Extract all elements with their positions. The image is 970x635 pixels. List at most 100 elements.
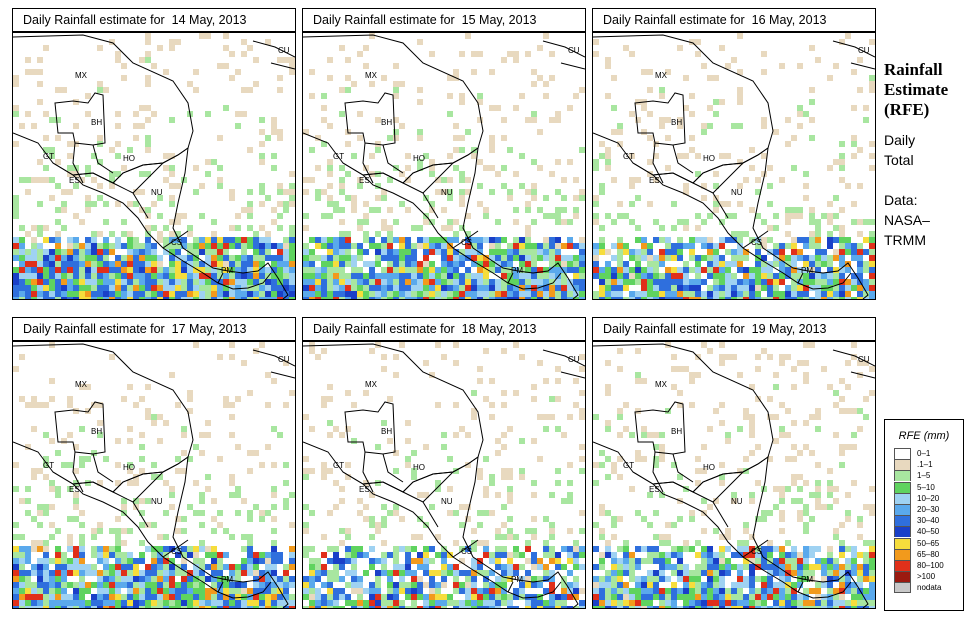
rain-cell (229, 279, 235, 285)
rain-cell (617, 432, 623, 438)
rain-cell (265, 195, 271, 201)
rain-cell (55, 183, 61, 189)
rain-cell (719, 273, 725, 279)
rain-cell (351, 576, 357, 582)
rain-cell (229, 354, 235, 360)
rain-cell (743, 564, 749, 570)
rain-cell (151, 111, 157, 117)
rain-cell (253, 450, 259, 456)
rain-cell (193, 546, 199, 552)
rain-cell (513, 606, 519, 608)
rain-cell (827, 468, 833, 474)
rain-cell (465, 33, 471, 39)
rain-cell (671, 291, 677, 297)
rain-cell (743, 297, 749, 299)
rain-cell (145, 570, 151, 576)
rain-cell (315, 165, 321, 171)
rain-cell (647, 558, 653, 564)
rain-cell (67, 600, 73, 606)
rain-cell (605, 552, 611, 558)
rain-cell (447, 600, 453, 606)
rain-cell (707, 588, 713, 594)
rain-cell (187, 576, 193, 582)
rain-cell (79, 267, 85, 273)
rain-cell (827, 546, 833, 552)
rain-cell (839, 39, 845, 45)
rain-cell (809, 255, 815, 261)
rain-cell (163, 600, 169, 606)
rain-cell (845, 261, 851, 267)
rain-cell (665, 558, 671, 564)
rain-cell (333, 552, 339, 558)
rain-cell (737, 255, 743, 261)
rain-cell (43, 261, 49, 267)
rain-cell (321, 534, 327, 540)
rain-cell (659, 285, 665, 291)
rain-cell (211, 564, 217, 570)
side-title: Rainfall Estimate (RFE) (884, 60, 948, 120)
rain-cell (229, 600, 235, 606)
rain-cell (55, 546, 61, 552)
rain-cell (121, 552, 127, 558)
rain-cell (863, 606, 869, 608)
rain-cell (701, 195, 707, 201)
rain-cell (647, 522, 653, 528)
rain-cell (241, 255, 247, 261)
rain-cell (199, 33, 205, 39)
rain-cell (767, 540, 773, 546)
rain-cell (531, 243, 537, 249)
rain-cell (181, 243, 187, 249)
rain-cell (79, 594, 85, 600)
rain-cell (91, 552, 97, 558)
rain-cell (139, 468, 145, 474)
rain-cell (543, 606, 549, 608)
rain-cell (471, 588, 477, 594)
rain-cell (381, 237, 387, 243)
rain-cell (647, 285, 653, 291)
rain-cell (387, 279, 393, 285)
rain-cell (851, 135, 857, 141)
country-label: CU (858, 46, 870, 55)
rain-cell (91, 285, 97, 291)
rain-cell (525, 237, 531, 243)
rain-cell (737, 546, 743, 552)
rain-cell (315, 255, 321, 261)
rain-cell (259, 291, 265, 297)
rain-cell (809, 207, 815, 213)
rain-cell (259, 279, 265, 285)
rain-cell (725, 279, 731, 285)
rain-cell (435, 249, 441, 255)
rain-cell (121, 558, 127, 564)
rain-cell (495, 279, 501, 285)
rain-cell (289, 492, 295, 498)
rain-cell (453, 237, 459, 243)
rain-cell (641, 600, 647, 606)
rain-cell (223, 63, 229, 69)
rain-cell (695, 291, 701, 297)
panel-title: Daily Rainfall estimate for 17 May, 2013 (12, 317, 296, 341)
rain-cell (381, 420, 387, 426)
rain-cell (235, 123, 241, 129)
rain-cell (339, 279, 345, 285)
rain-cell (37, 225, 43, 231)
rain-cell (351, 438, 357, 444)
rain-cell (387, 594, 393, 600)
rain-cell (381, 195, 387, 201)
rain-cell (13, 141, 19, 147)
rain-cell (803, 372, 809, 378)
rain-cell (309, 255, 315, 261)
legend-label: 5–10 (917, 482, 935, 492)
rain-cell (857, 522, 863, 528)
rain-cell (79, 510, 85, 516)
rain-cell (761, 552, 767, 558)
rain-cell (719, 474, 725, 480)
rain-cell (489, 189, 495, 195)
rain-cell (271, 378, 277, 384)
rain-cell (327, 558, 333, 564)
rain-cell (465, 279, 471, 285)
rain-cell (175, 588, 181, 594)
rain-cell (839, 564, 845, 570)
rain-cell (277, 432, 283, 438)
rain-cell (271, 540, 277, 546)
rain-cell (647, 243, 653, 249)
